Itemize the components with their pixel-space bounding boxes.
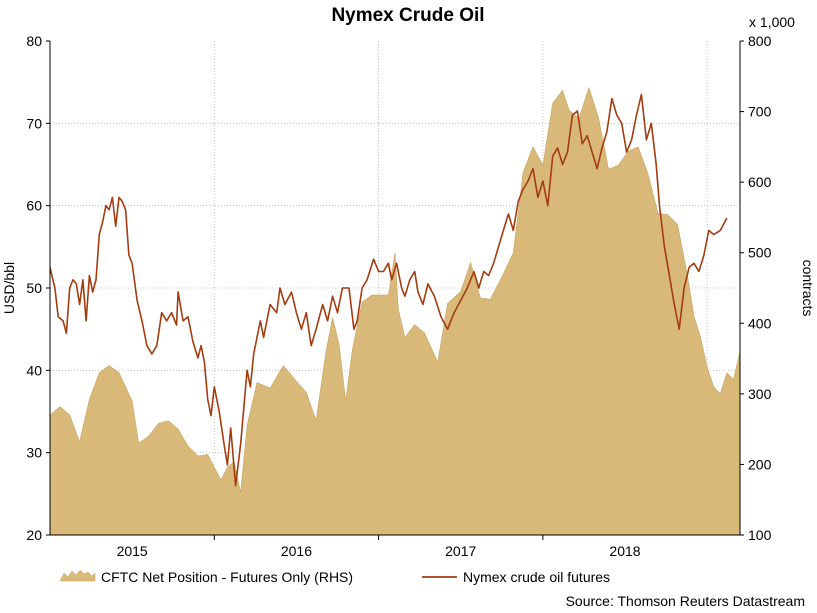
right-tick-label: 100 — [748, 527, 772, 543]
legend-label-cftc: CFTC Net Position - Futures Only (RHS) — [101, 569, 353, 585]
right-tick-label: 800 — [748, 33, 772, 49]
legend: CFTC Net Position - Futures Only (RHS) N… — [59, 569, 610, 585]
left-tick-label: 30 — [26, 445, 42, 461]
legend-area-swatch — [59, 569, 96, 582]
chart-title: Nymex Crude Oil — [331, 5, 484, 26]
x-tick-label: 2015 — [117, 543, 148, 559]
right-tick-label: 600 — [748, 174, 772, 190]
left-tick-label: 40 — [26, 362, 42, 378]
series-area-cftc — [49, 86, 741, 536]
left-tick-label: 50 — [26, 280, 42, 296]
source-note: Source: Thomson Reuters Datastream — [566, 593, 805, 609]
line-series-layer — [49, 93, 728, 487]
left-tick-label: 20 — [26, 527, 42, 543]
axes: 20 30 40 50 60 70 80 100 200 300 400 500 600 700 800 20… — [26, 33, 771, 559]
x-tick-label: 2017 — [445, 543, 476, 559]
right-tick-label: 300 — [748, 386, 772, 402]
right-tick-label: 700 — [748, 104, 772, 120]
x-tick-label: 2018 — [609, 543, 640, 559]
x-tick-label: 2016 — [281, 543, 312, 559]
area-series-layer — [49, 86, 741, 536]
right-axis-multiplier: x 1,000 — [749, 14, 795, 30]
left-tick-label: 60 — [26, 198, 42, 214]
series-line-nymex — [49, 93, 728, 487]
legend-label-nymex: Nymex crude oil futures — [463, 569, 610, 585]
right-tick-label: 400 — [748, 315, 772, 331]
left-tick-label: 80 — [26, 33, 42, 49]
left-axis-title: USD/bbl — [1, 262, 17, 314]
right-axis-title: contracts — [800, 260, 816, 317]
left-tick-label: 70 — [26, 115, 42, 131]
right-tick-label: 500 — [748, 245, 772, 261]
right-tick-label: 200 — [748, 456, 772, 472]
